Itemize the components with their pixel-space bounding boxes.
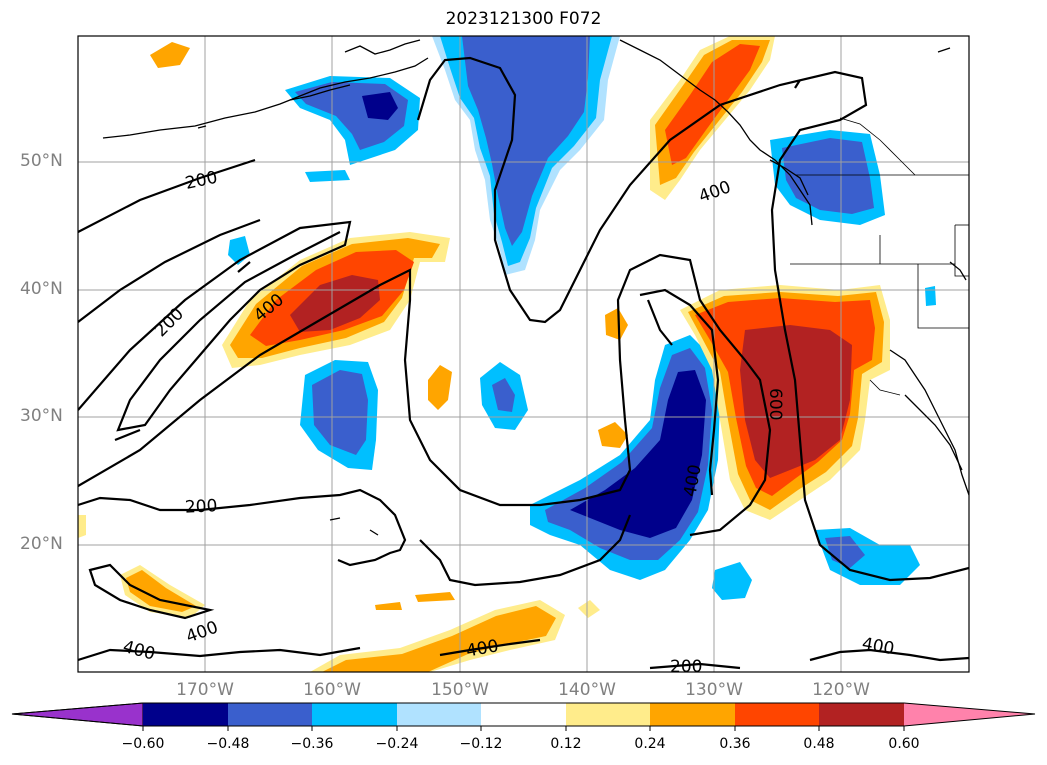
negative-anomaly-pacific-northwest — [770, 130, 885, 225]
colorbar-tick-label: −0.12 — [459, 736, 503, 752]
colorbar — [11, 702, 1036, 731]
contour-label: 600 — [765, 388, 785, 420]
height-contours — [78, 56, 969, 670]
lat-label: 20°N — [20, 534, 63, 554]
lon-label: 160°W — [303, 680, 361, 700]
lon-label: 140°W — [558, 680, 616, 700]
lon-label: 120°W — [812, 680, 870, 700]
colorbar-swatch — [481, 703, 566, 726]
lon-label: 130°W — [685, 680, 743, 700]
colorbar-swatch — [397, 703, 481, 726]
colorbar-extend-low — [11, 702, 144, 727]
colorbar-tick-label: −0.24 — [375, 736, 419, 752]
colorbar-swatch — [228, 703, 312, 726]
lat-label: 40°N — [20, 279, 63, 299]
negative-anomaly-small-central — [480, 362, 528, 430]
contour-label: 200 — [670, 657, 702, 677]
colorbar-tick-label: −0.36 — [290, 736, 334, 752]
colorbar-tick-label: 0.60 — [888, 736, 920, 752]
political-borders — [790, 117, 969, 396]
negative-anomaly-aleutian — [285, 76, 420, 182]
map-title: 2023121300 F072 — [445, 9, 602, 29]
colorbar-swatch — [735, 703, 819, 726]
lat-label: 50°N — [20, 151, 63, 171]
colorbar-swatch — [566, 703, 650, 726]
colorbar-tick-label: −0.48 — [206, 736, 250, 752]
colorbar-tick-label: 0.48 — [803, 736, 835, 752]
positive-anomaly-northeast — [650, 36, 775, 200]
lon-label: 170°W — [176, 680, 234, 700]
negative-anomaly-west-central — [300, 360, 378, 470]
colorbar-swatch — [819, 703, 904, 726]
lon-label: 150°W — [431, 680, 489, 700]
negative-anomaly-north — [432, 36, 620, 275]
lat-label: 30°N — [20, 406, 63, 426]
colorbar-swatch — [650, 703, 735, 726]
colorbar-tick-label: 0.36 — [719, 736, 751, 752]
colorbar-swatch — [312, 703, 397, 726]
colorbar-tick-label: −0.60 — [121, 736, 165, 752]
colorbar-tick-label: 0.24 — [634, 736, 666, 752]
coastlines — [102, 39, 969, 536]
colorbar-extend-high — [904, 703, 1035, 726]
colorbar-tick-label: 0.12 — [550, 736, 582, 752]
contour-label: 200 — [184, 496, 217, 518]
map-frame — [77, 35, 970, 673]
map-area — [78, 36, 969, 672]
colorbar-swatch — [143, 703, 228, 726]
